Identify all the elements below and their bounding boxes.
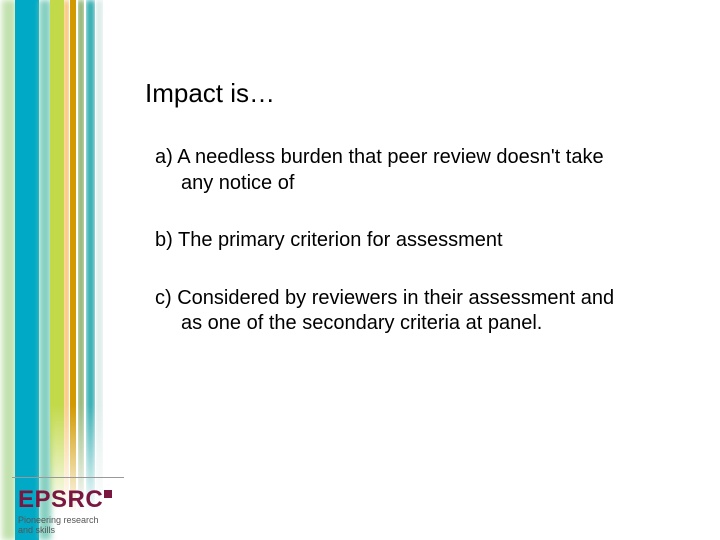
stripe	[50, 0, 64, 540]
stripe	[2, 0, 16, 540]
option-a: a) A needless burden that peer review do…	[155, 145, 625, 196]
stripe	[96, 0, 103, 540]
slide-title: Impact is…	[145, 78, 275, 109]
stripe	[70, 0, 76, 540]
logo-square-icon	[104, 490, 112, 498]
slide: Impact is… a) A needless burden that pee…	[0, 0, 720, 540]
option-b: b) The primary criterion for assessment	[155, 228, 625, 254]
option-c-prefix: c)	[155, 287, 177, 309]
logo-tagline-line2: and skills	[18, 525, 55, 535]
stripe	[15, 0, 39, 540]
logo: EPSRC Pioneering research and skills	[18, 488, 128, 536]
slide-content: a) A needless burden that peer review do…	[155, 145, 625, 369]
logo-text: EPSRC	[18, 488, 128, 512]
option-b-text: The primary criterion for assessment	[178, 229, 503, 251]
logo-name: EPSRC	[18, 486, 103, 513]
logo-tagline: Pioneering research and skills	[18, 516, 128, 536]
logo-tagline-line1: Pioneering research	[18, 515, 99, 525]
option-b-prefix: b)	[155, 229, 178, 251]
option-a-text: A needless burden that peer review doesn…	[177, 146, 603, 194]
option-c-text: Considered by reviewers in their assessm…	[177, 287, 614, 335]
stripe	[78, 0, 84, 540]
option-c: c) Considered by reviewers in their asse…	[155, 286, 625, 337]
stripe	[86, 0, 95, 540]
decorative-stripes	[0, 0, 120, 540]
stripe	[64, 0, 69, 540]
option-a-prefix: a)	[155, 146, 177, 168]
logo-divider	[12, 477, 124, 478]
